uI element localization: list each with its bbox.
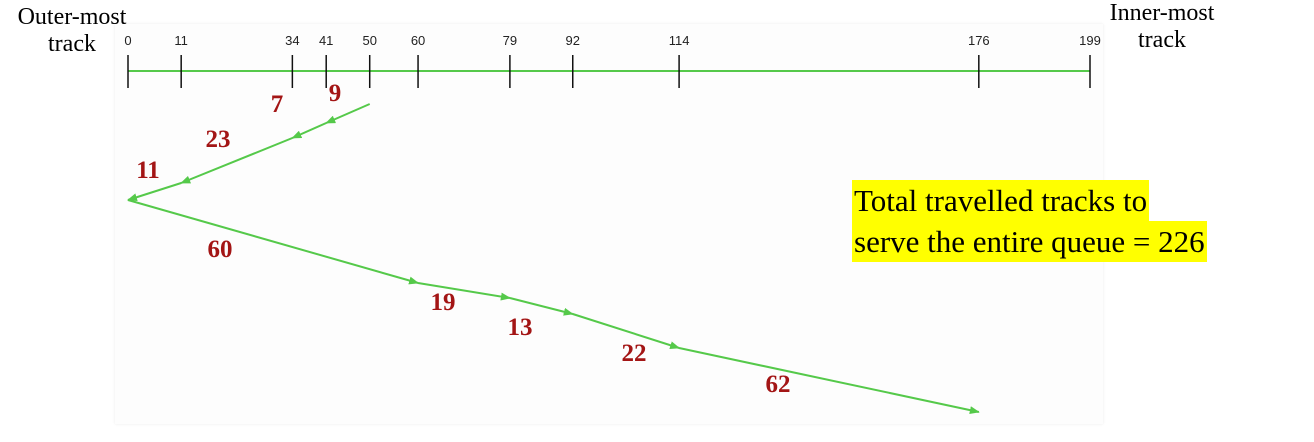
tick-label-11: 11 (174, 33, 188, 48)
path-segment-2 (291, 122, 327, 139)
head-movement-path (127, 103, 980, 415)
tick-label-199: 199 (1079, 33, 1101, 48)
tick-label-34: 34 (285, 33, 300, 48)
path-segment-7 (509, 297, 574, 316)
distance-label-7: 13 (507, 314, 533, 341)
path-segment-8 (572, 313, 681, 350)
tick-label-41: 41 (318, 33, 334, 48)
outer-most-track-label: Outer-most track (17, 4, 127, 57)
summary-line-1: Total travelled tracks to (852, 180, 1150, 221)
summary-line-2: serve the entire queue = 226 (852, 221, 1207, 262)
tick-label-114: 114 (668, 33, 690, 48)
tick-label-0: 0 (124, 33, 132, 48)
path-segment-9 (678, 347, 980, 415)
distance-label-8: 22 (621, 340, 647, 367)
tick-label-92: 92 (565, 33, 580, 48)
distance-label-9: 62 (765, 371, 791, 398)
tick-label-50: 50 (362, 33, 377, 48)
tick-label-60: 60 (410, 33, 426, 48)
path-segment-3 (180, 137, 293, 184)
path-segment-1 (325, 103, 371, 124)
path-segment-5 (127, 199, 420, 285)
distance-label-2: 7 (270, 91, 284, 118)
distance-label-3: 23 (205, 126, 231, 153)
distance-label-1: 9 (328, 80, 342, 107)
total-summary: Total travelled tracks to serve the enti… (852, 180, 1207, 262)
distance-label-4: 11 (136, 157, 160, 184)
path-segment-4 (127, 182, 182, 202)
distance-label-5: 60 (207, 236, 233, 263)
track-ticks (127, 55, 1091, 88)
inner-most-track-label: Inner-most track (1109, 0, 1215, 53)
distance-label-6: 19 (430, 289, 456, 316)
tick-label-176: 176 (967, 33, 990, 48)
tick-label-79: 79 (502, 33, 518, 48)
path-segment-6 (417, 282, 511, 301)
